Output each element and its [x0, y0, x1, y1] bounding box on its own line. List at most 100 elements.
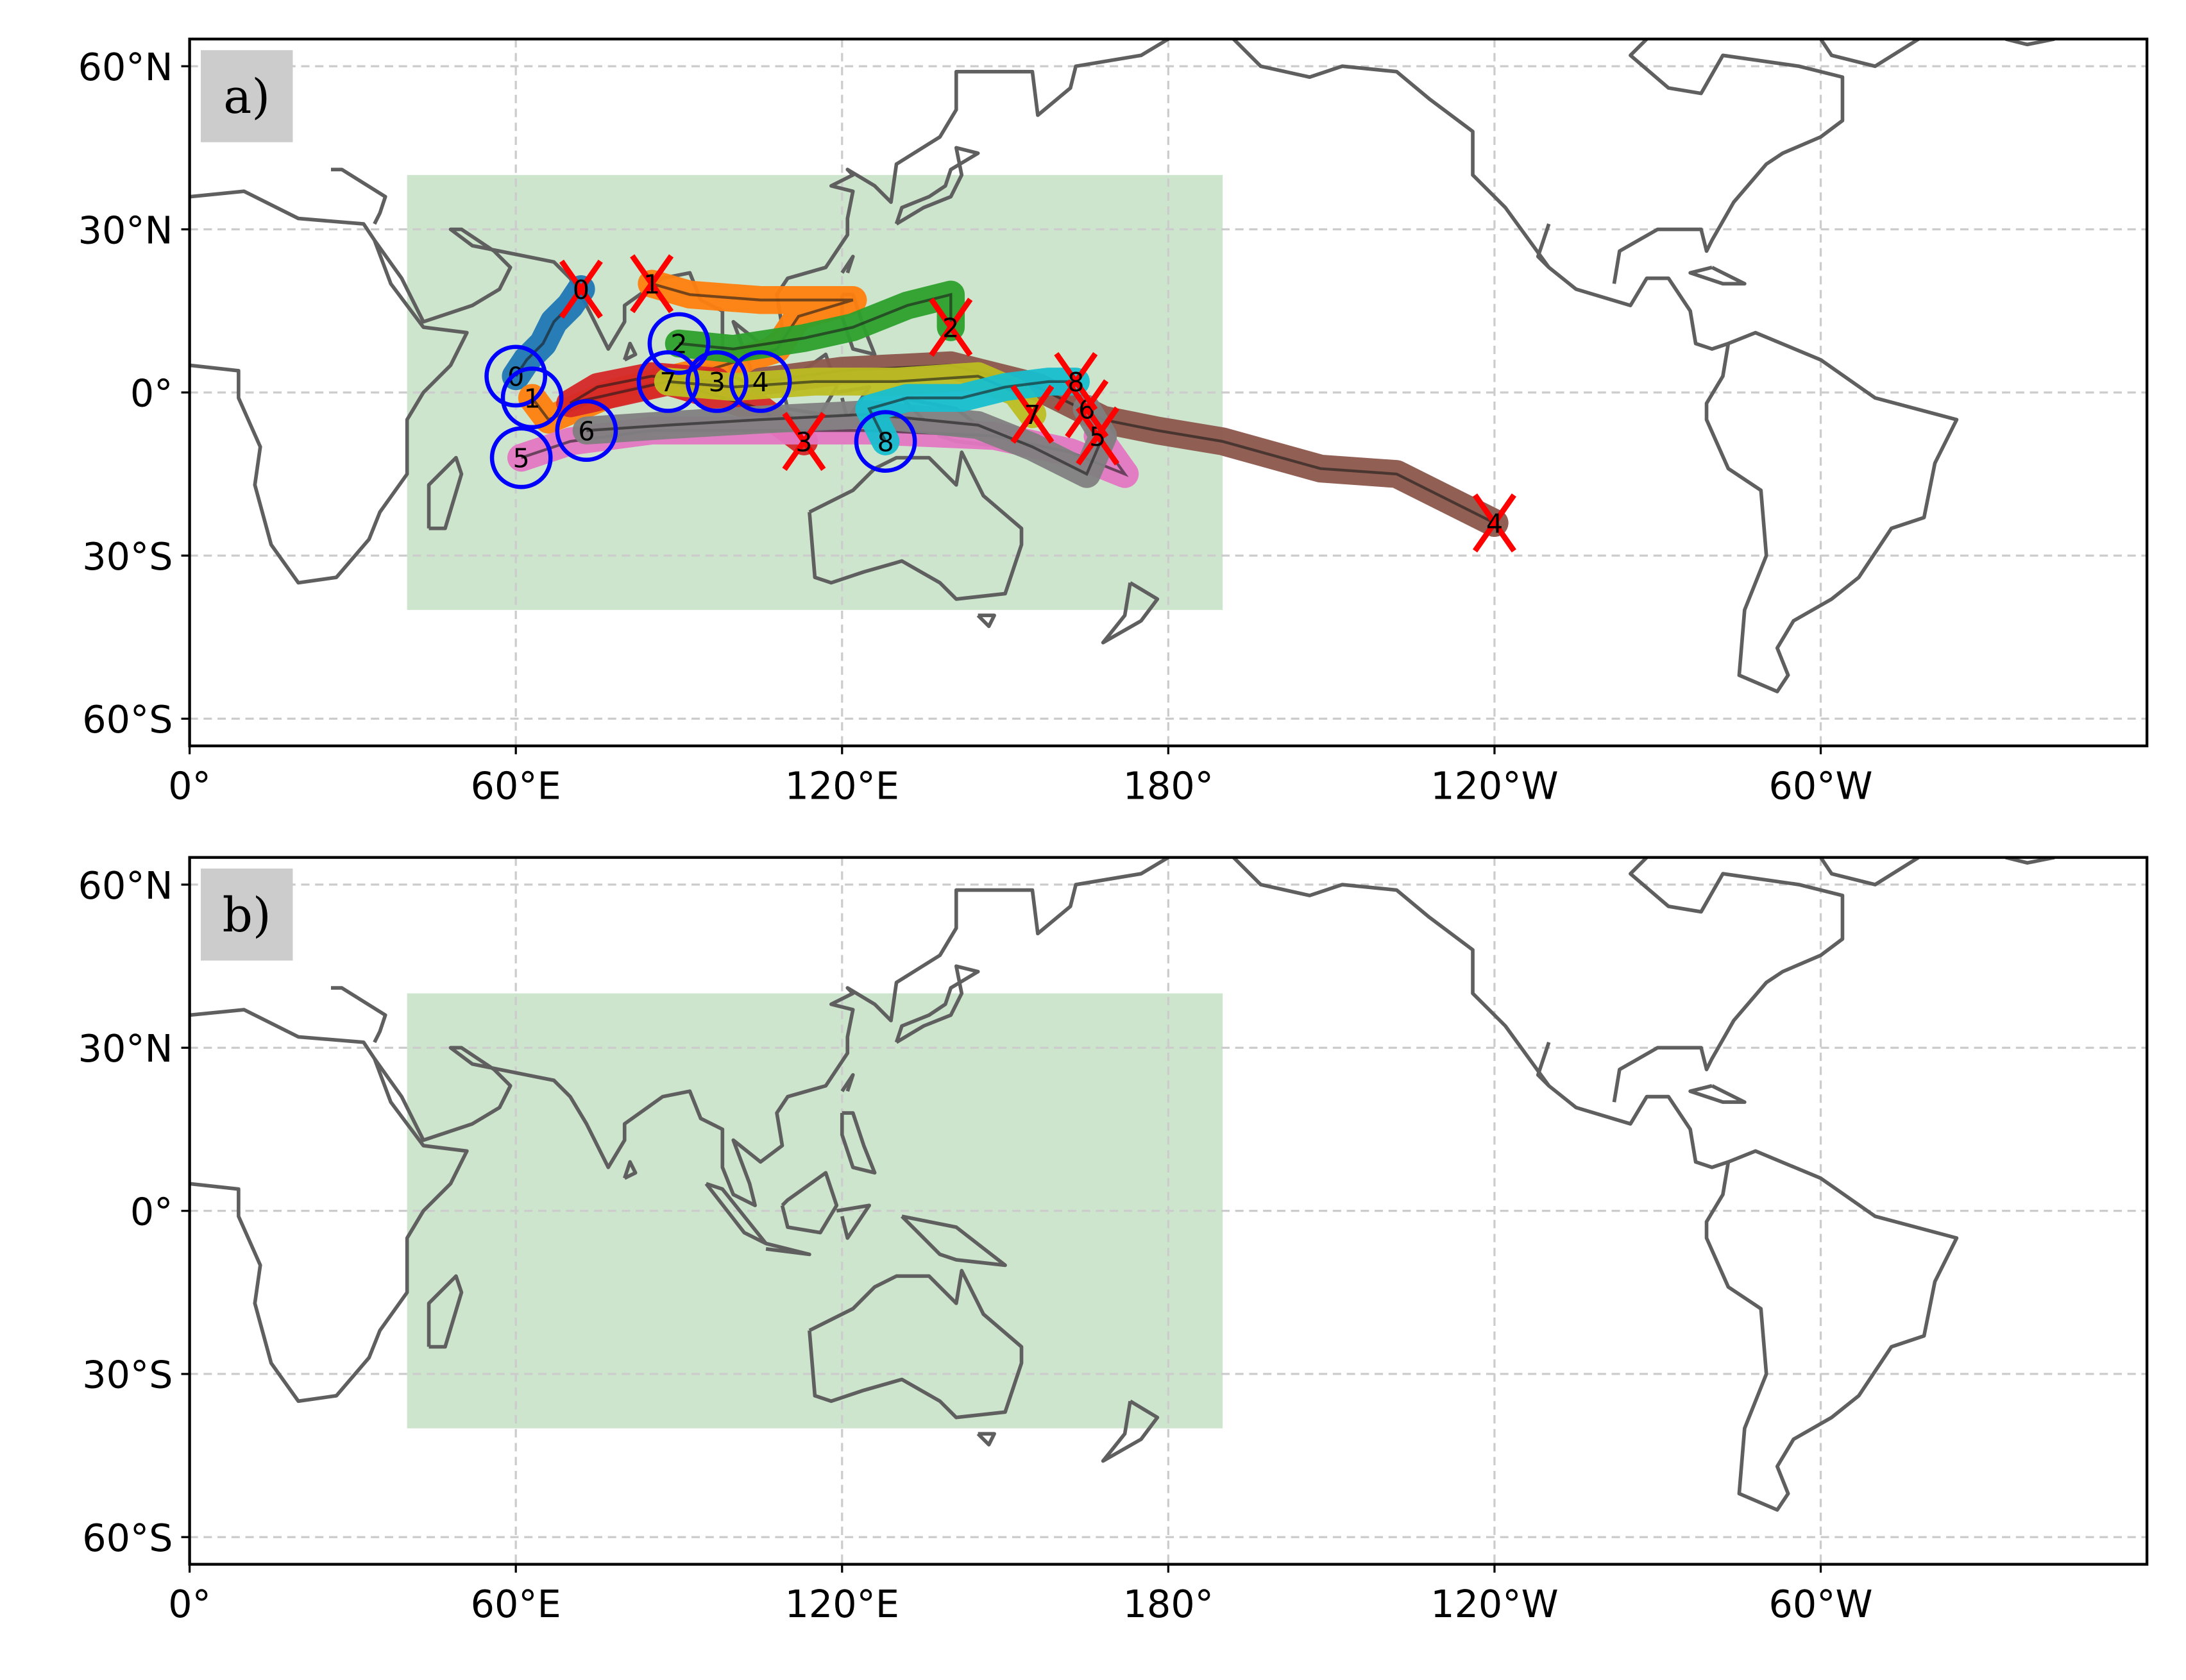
end-label-1: 1 [643, 269, 660, 300]
map-panel-b: 0° 60°E 120°E 180° 120°W 60°W 60°N 30°N 0° 30°S 60… [78, 856, 2149, 1626]
coastline [976, 1432, 996, 1447]
start-label-6: 6 [578, 416, 595, 446]
coastline [1536, 223, 1551, 269]
x-tick-label: 60°E [471, 1582, 561, 1626]
panel-label: b) [223, 888, 271, 943]
panel-label-box [200, 50, 293, 142]
x-tick-label: 0° [168, 764, 211, 808]
coastline [1232, 38, 1959, 693]
start-label-1: 1 [523, 384, 540, 414]
end-marker-7 [1010, 384, 1055, 444]
end-marker-5 [1076, 406, 1120, 466]
start-marker-4 [729, 350, 792, 413]
x-tick-label: 0° [168, 1582, 211, 1626]
start-marker-3 [685, 350, 749, 413]
y-tick-label: 30°N [78, 208, 173, 252]
start-label-4: 4 [752, 367, 769, 398]
end-marker-8 [1054, 352, 1098, 411]
end-label-3: 3 [795, 427, 812, 457]
coastline [330, 986, 387, 1044]
end-marker-3 [782, 412, 826, 471]
start-label-5: 5 [513, 443, 530, 474]
start-marker-1 [500, 366, 564, 430]
y-tick-label: 0° [130, 372, 173, 416]
track-centerline [867, 380, 1076, 443]
coastline [427, 1274, 464, 1349]
x-tick-label: 120°E [785, 1582, 899, 1626]
start-label-3: 3 [709, 367, 725, 398]
x-tick-label: 120°W [1430, 764, 1558, 808]
end-label-0: 0 [573, 275, 589, 305]
end-label-4: 4 [1486, 508, 1503, 539]
coastline [1232, 857, 1959, 1512]
x-tick-label: 180° [1123, 1582, 1214, 1626]
y-tick-label: 30°S [82, 535, 173, 579]
plot-area [189, 857, 2148, 1565]
end-marker-4 [1472, 493, 1516, 553]
y-tick-label: 0° [130, 1190, 173, 1234]
coastline [1688, 1083, 1747, 1104]
track-2 [665, 280, 965, 363]
coastline [901, 1214, 1007, 1268]
coastline [427, 455, 464, 530]
end-marker-0 [559, 259, 603, 319]
track-8 [855, 368, 1090, 455]
y-tick-label: 30°N [78, 1027, 173, 1071]
start-marker-5 [489, 426, 553, 489]
end-label-7: 7 [1024, 400, 1040, 430]
end-marker-1 [630, 254, 674, 314]
panel-label-box [200, 869, 293, 961]
start-marker-8 [854, 410, 917, 473]
coastline [808, 1269, 1024, 1420]
start-label-7: 7 [659, 367, 676, 398]
coastline [1612, 38, 1845, 284]
coastline [1101, 1399, 1160, 1463]
coastline [1819, 857, 1920, 887]
y-tick-label: 60°S [82, 698, 173, 742]
x-tick-label: 120°W [1430, 1582, 1558, 1626]
start-marker-0 [484, 344, 548, 408]
coastline [1101, 581, 1160, 645]
coastline [330, 167, 387, 225]
coastline [373, 857, 1169, 1207]
coastline [1819, 38, 1920, 69]
coastline [1688, 266, 1747, 286]
y-tick-label: 60°N [78, 46, 173, 89]
x-tick-label: 120°E [785, 764, 899, 808]
coastline [976, 613, 996, 629]
coastline [808, 450, 1024, 601]
end-marker-6 [1065, 379, 1109, 439]
coastline [780, 1171, 839, 1235]
x-tick-label: 180° [1123, 764, 1214, 808]
end-marker-2 [929, 298, 973, 357]
y-tick-label: 60°S [82, 1516, 173, 1560]
start-marker-2 [647, 312, 711, 375]
end-label-8: 8 [1067, 367, 1084, 398]
x-tick-label: 60°E [471, 764, 561, 808]
coastline [840, 255, 855, 274]
coastline [836, 1203, 871, 1240]
coastline [2005, 857, 2055, 865]
track-6 [572, 395, 1117, 488]
coastline [623, 1160, 638, 1180]
coastline [623, 341, 638, 362]
coastline [1536, 1041, 1551, 1087]
coastline [894, 964, 980, 1044]
coastline [1612, 857, 1845, 1103]
x-tick-label: 60°W [1769, 1582, 1873, 1626]
start-label-8: 8 [877, 427, 894, 457]
track-centerline [679, 293, 953, 351]
x-tick-label: 60°W [1769, 764, 1873, 808]
y-tick-label: 30°S [82, 1353, 173, 1397]
panel-label: a) [223, 69, 270, 124]
coastline [840, 1073, 855, 1092]
start-marker-7 [636, 350, 700, 413]
y-tick-label: 60°N [78, 864, 173, 908]
track-centerline [586, 408, 1105, 476]
coastline [189, 189, 469, 585]
coastline [2005, 38, 2055, 47]
coastline [894, 146, 980, 226]
